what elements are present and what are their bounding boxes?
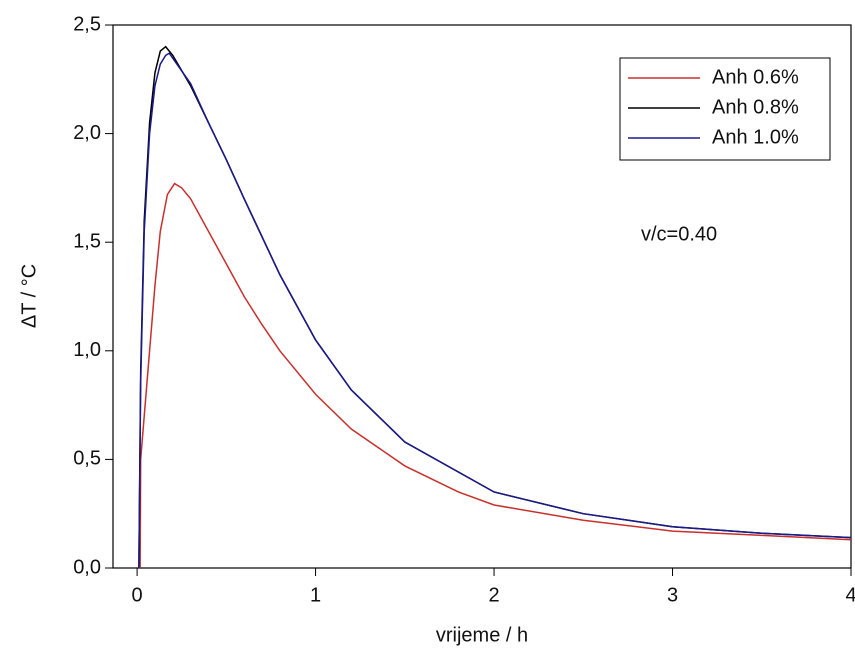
x-tick-label: 4 <box>845 584 855 606</box>
annotation: v/c=0.40 <box>641 223 717 245</box>
x-tick-label: 0 <box>132 584 143 606</box>
y-tick-label: 0,0 <box>73 556 101 578</box>
y-tick-label: 2,0 <box>73 122 101 144</box>
legend-box <box>619 57 831 161</box>
x-axis-label: vrijeme / h <box>436 624 528 646</box>
x-tick-label: 3 <box>667 584 678 606</box>
y-tick-label: 2,5 <box>73 13 101 35</box>
plot-frame <box>112 24 852 569</box>
x-tick-label: 2 <box>488 584 499 606</box>
series-line <box>139 182 852 569</box>
y-tick-label: 1,5 <box>73 230 101 252</box>
y-tick-label: 1,0 <box>73 339 101 361</box>
y-axis-label: ΔT / °C <box>18 264 40 328</box>
x-tick-label: 1 <box>310 584 321 606</box>
y-tick-label: 0,5 <box>73 448 101 470</box>
legend-label: Anh 0.6% <box>712 66 799 88</box>
series-line <box>138 52 852 569</box>
legend-label: Anh 1.0% <box>712 126 799 148</box>
legend-label: Anh 0.8% <box>712 96 799 118</box>
